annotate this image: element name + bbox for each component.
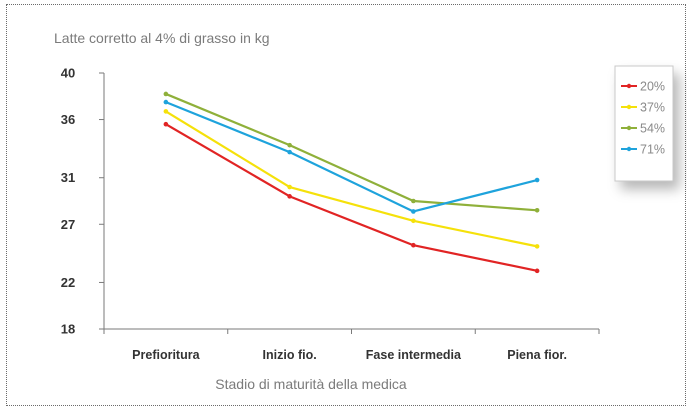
series-37pct-point — [534, 244, 540, 249]
series-37pct-line — [165, 110, 538, 248]
x-tick-label: Prefioritura — [132, 348, 200, 362]
series-54pct-point — [534, 208, 540, 213]
series-group — [163, 91, 540, 274]
legend-item-37pct: 37% — [621, 101, 665, 115]
series-37pct-point — [411, 218, 416, 224]
legend-item-20pct: 20% — [621, 80, 665, 94]
series-37pct-point — [163, 109, 169, 114]
series-20pct-point — [534, 268, 540, 274]
y-tick-label: 36 — [61, 112, 75, 127]
series-20pct-line — [165, 123, 538, 272]
series-54pct-point — [411, 198, 416, 204]
legend-label: 37% — [640, 101, 665, 115]
x-axis-label: Stadio di maturità della medica — [215, 376, 407, 392]
x-tick-label: Fase intermedia — [366, 348, 462, 362]
legend-swatch-marker — [626, 146, 632, 152]
series-20pct-point — [287, 194, 292, 199]
series-54pct-point — [287, 142, 292, 148]
series-54pct-line — [165, 92, 538, 212]
legend-swatch-marker — [626, 104, 632, 110]
legend-label: 71% — [640, 143, 665, 157]
y-tick-label: 22 — [61, 275, 75, 290]
x-tick-label: Piena fior. — [507, 348, 567, 362]
series-20pct-point — [411, 242, 416, 248]
y-tick-label: 18 — [61, 322, 75, 337]
y-tick-label: 40 — [61, 66, 75, 81]
series-54pct — [163, 91, 540, 213]
legend-swatch-marker — [626, 83, 632, 89]
legend-item-71pct: 71% — [621, 143, 665, 157]
series-71pct-point — [163, 99, 169, 105]
series-71pct-line — [165, 101, 538, 213]
series-71pct — [163, 99, 540, 214]
x-axis-ticks: Prefioritura Inizio fio. Fase intermedia Pi… — [103, 329, 600, 362]
legend-swatch-marker — [626, 125, 632, 131]
series-37pct-point — [287, 184, 292, 190]
y-axis-ticks: 18 22 27 31 36 40 — [61, 66, 104, 337]
y-tick-label: 27 — [61, 217, 75, 232]
series-71pct-point — [534, 177, 540, 183]
series-20pct-point — [163, 121, 169, 127]
chart-frame: Latte corretto al 4% di grasso in kg 18 2… — [6, 4, 686, 406]
axes — [103, 73, 599, 330]
series-54pct-point — [163, 91, 169, 97]
legend-items: 20% 37% 54% 71% — [621, 80, 665, 157]
legend-label: 54% — [640, 122, 665, 136]
y-tick-label: 31 — [61, 170, 75, 185]
series-20pct — [163, 121, 540, 274]
x-tick-label: Inizio fio. — [263, 348, 317, 362]
legend-item-54pct: 54% — [621, 122, 665, 136]
legend-label: 20% — [640, 80, 665, 94]
line-chart: Latte corretto al 4% di grasso in kg 18 2… — [54, 30, 674, 392]
legend: 20% 37% 54% 71% — [614, 65, 674, 182]
series-37pct — [163, 109, 540, 249]
series-71pct-point — [287, 149, 292, 155]
chart-title: Latte corretto al 4% di grasso in kg — [54, 30, 270, 46]
series-71pct-point — [411, 209, 416, 214]
